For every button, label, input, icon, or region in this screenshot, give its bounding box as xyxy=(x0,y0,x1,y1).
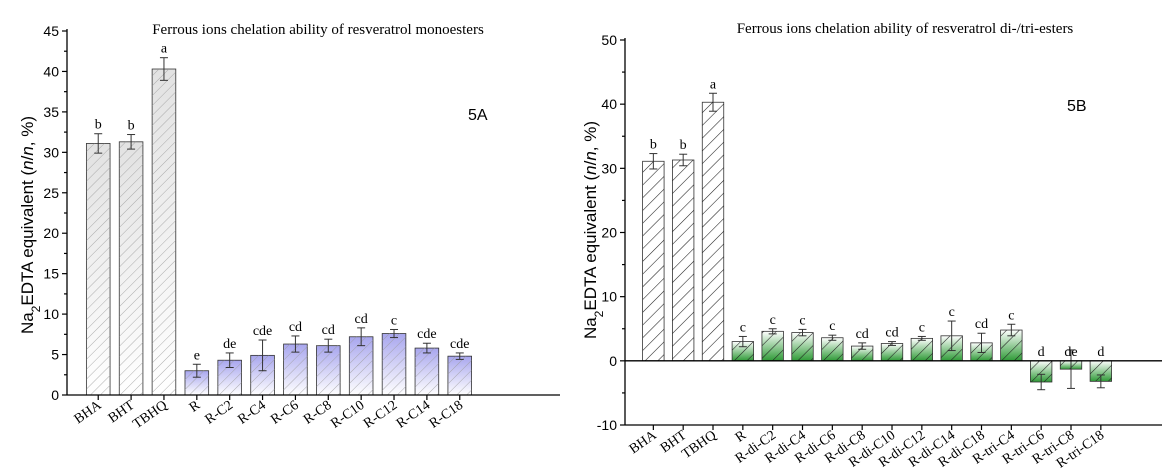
bar-hatch xyxy=(86,143,111,395)
y-tick-label: 30 xyxy=(601,160,617,176)
bar-hatch xyxy=(702,102,724,361)
bar-hatch xyxy=(349,336,373,395)
bar-hatch xyxy=(761,331,784,361)
significance-letter: c xyxy=(799,313,805,328)
significance-letter: de xyxy=(223,337,236,352)
panel-label: 5A xyxy=(468,107,488,124)
bar-hatch xyxy=(415,348,439,395)
significance-letter: a xyxy=(710,77,717,92)
bar-hatch xyxy=(1030,360,1052,383)
significance-letter: c xyxy=(919,320,925,335)
bar-hatch xyxy=(447,356,472,395)
significance-letter: de xyxy=(1064,345,1077,360)
y-tick-label: 40 xyxy=(601,96,617,112)
y-tick-label: 30 xyxy=(43,144,59,160)
significance-letter: c xyxy=(770,313,776,328)
x-tick-label: TBHQ xyxy=(130,398,170,432)
y-tick-label: 35 xyxy=(43,104,59,120)
significance-letter: d xyxy=(1097,345,1104,360)
y-tick-label: 50 xyxy=(601,32,617,48)
significance-letter: c xyxy=(949,305,955,320)
y-tick-label: -10 xyxy=(597,417,617,433)
x-tick-label: BHA xyxy=(627,427,661,457)
y-tick-label: 20 xyxy=(43,225,59,241)
chart-title: Ferrous ions chelation ability of resver… xyxy=(737,21,1074,37)
y-tick-label: 25 xyxy=(43,185,59,201)
y-axis-label: Na2EDTA equivalent (n/n, %) xyxy=(581,121,606,339)
bar-hatch xyxy=(1000,330,1023,361)
x-tick-label: BHA xyxy=(72,397,106,427)
x-tick-label: R-C8 xyxy=(301,398,334,428)
x-tick-label: R-C10 xyxy=(328,398,367,432)
x-tick-label: TBHQ xyxy=(679,428,719,462)
significance-letter: cde xyxy=(417,327,436,342)
panel-5b: Ferrous ions chelation ability of resver… xyxy=(581,21,1162,468)
x-tick-label: R xyxy=(733,428,750,446)
significance-letter: cd xyxy=(355,312,368,327)
bar-hatch xyxy=(217,360,242,395)
bar-hatch xyxy=(642,161,665,361)
bar-hatch xyxy=(382,333,406,395)
significance-letter: b xyxy=(128,119,135,134)
bar-hatch xyxy=(911,338,933,361)
x-tick-label: R-C2 xyxy=(203,398,236,428)
panel-5a: Ferrous ions chelation ability of resver… xyxy=(18,22,560,432)
bar-hatch xyxy=(250,355,275,395)
bar-hatch xyxy=(851,346,873,361)
panel-label: 5B xyxy=(1067,98,1087,115)
significance-letter: d xyxy=(1038,345,1045,360)
bar-hatch xyxy=(152,69,176,396)
significance-letter: c xyxy=(1008,308,1014,323)
significance-letter: c xyxy=(391,313,397,328)
significance-letter: cd xyxy=(322,323,335,338)
significance-letter: cd xyxy=(289,320,302,335)
x-tick-label: R-C4 xyxy=(235,398,268,428)
bar-hatch xyxy=(821,337,844,361)
bar-hatch xyxy=(791,332,814,361)
significance-letter: cd xyxy=(885,326,898,341)
y-tick-label: 10 xyxy=(601,289,617,305)
y-tick-label: 10 xyxy=(43,306,59,322)
chart-title: Ferrous ions chelation ability of resver… xyxy=(152,22,484,38)
bar-hatch xyxy=(184,370,209,395)
y-tick-label: 15 xyxy=(43,266,59,282)
y-tick-label: 40 xyxy=(43,63,59,79)
x-tick-label: R xyxy=(187,398,204,416)
y-tick-label: 0 xyxy=(51,387,59,403)
significance-letter: cd xyxy=(975,317,988,332)
y-tick-label: 0 xyxy=(609,353,617,369)
bar-hatch xyxy=(732,341,754,361)
significance-letter: cde xyxy=(450,337,469,352)
significance-letter: c xyxy=(829,319,835,334)
significance-letter: a xyxy=(161,42,168,57)
significance-letter: cd xyxy=(856,327,869,342)
y-tick-label: 45 xyxy=(43,23,59,39)
significance-letter: b xyxy=(650,138,657,153)
significance-letter: e xyxy=(194,348,200,363)
x-tick-label: R-C12 xyxy=(361,398,400,432)
significance-letter: b xyxy=(680,138,687,153)
bar-hatch xyxy=(283,344,308,395)
significance-letter: c xyxy=(740,320,746,335)
y-tick-label: 5 xyxy=(51,347,59,363)
significance-letter: b xyxy=(95,118,102,133)
x-tick-label: R-C6 xyxy=(268,398,301,428)
y-tick-label: 20 xyxy=(601,225,617,241)
x-tick-label: R-C14 xyxy=(394,398,433,432)
bar-hatch xyxy=(672,159,694,361)
y-axis-label: Na2EDTA equivalent (n/n, %) xyxy=(18,116,43,334)
x-tick-label: R-C18 xyxy=(427,398,466,432)
significance-letter: cde xyxy=(253,324,272,339)
bar-hatch xyxy=(316,345,341,395)
bar-hatch xyxy=(1090,360,1112,382)
bar-hatch xyxy=(881,343,903,361)
bar-hatch xyxy=(119,141,143,395)
